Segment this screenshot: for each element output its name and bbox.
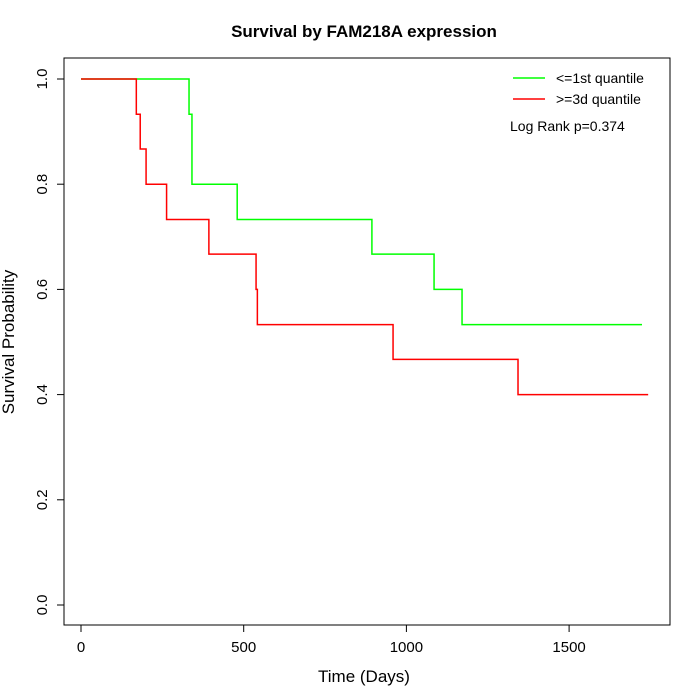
- curve-high-quantile: [81, 78, 649, 396]
- log-rank-annotation: Log Rank p=0.374: [510, 118, 625, 134]
- legend: <=1st quantile >=3d quantile: [513, 70, 644, 107]
- x-tick-label: 1500: [552, 639, 585, 656]
- y-tick-label: 0.4: [34, 384, 51, 405]
- y-axis-label: Survival Probability: [0, 269, 18, 414]
- chart-title: Survival by FAM218A expression: [231, 22, 497, 41]
- y-tick-label: 0.0: [34, 595, 51, 616]
- y-tick-label: 1.0: [34, 69, 51, 90]
- plot-frame: [63, 57, 671, 626]
- x-axis-label: Time (Days): [318, 667, 410, 686]
- legend-label-high: >=3d quantile: [556, 91, 641, 107]
- y-tick-label: 0.2: [34, 489, 51, 510]
- y-tick-label: 0.8: [34, 174, 51, 195]
- x-tick-label: 1000: [390, 639, 423, 656]
- x-tick-label: 0: [77, 639, 85, 656]
- x-tick-label: 500: [231, 639, 256, 656]
- curve-low-quantile: [81, 78, 642, 326]
- y-tick-label: 0.6: [34, 279, 51, 300]
- legend-label-low: <=1st quantile: [556, 70, 644, 86]
